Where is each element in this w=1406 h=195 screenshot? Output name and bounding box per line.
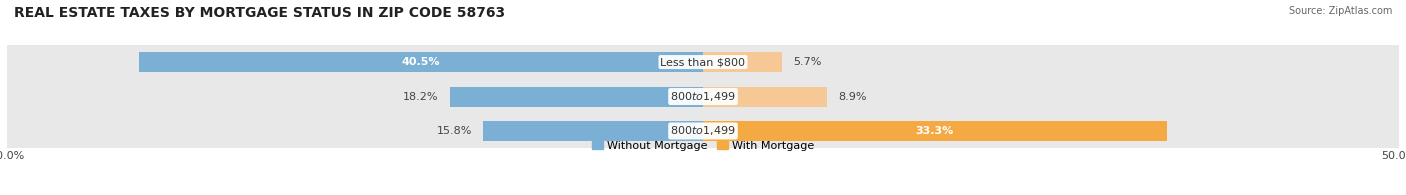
Bar — [450, 87, 703, 106]
Bar — [7, 114, 1399, 148]
Bar — [703, 52, 782, 72]
Text: $800 to $1,499: $800 to $1,499 — [671, 90, 735, 103]
Text: Source: ZipAtlas.com: Source: ZipAtlas.com — [1288, 6, 1392, 16]
Text: 8.9%: 8.9% — [838, 91, 866, 102]
Bar — [7, 79, 1399, 114]
Text: 18.2%: 18.2% — [404, 91, 439, 102]
Bar — [139, 52, 703, 72]
Bar — [703, 87, 827, 106]
Text: $800 to $1,499: $800 to $1,499 — [671, 124, 735, 137]
Bar — [484, 121, 703, 141]
Text: REAL ESTATE TAXES BY MORTGAGE STATUS IN ZIP CODE 58763: REAL ESTATE TAXES BY MORTGAGE STATUS IN … — [14, 6, 505, 20]
Bar — [703, 121, 1167, 141]
Text: Less than $800: Less than $800 — [661, 57, 745, 67]
Bar — [7, 45, 1399, 79]
Text: 5.7%: 5.7% — [793, 57, 823, 67]
Legend: Without Mortgage, With Mortgage: Without Mortgage, With Mortgage — [592, 141, 814, 151]
Text: 33.3%: 33.3% — [915, 126, 953, 136]
Text: 15.8%: 15.8% — [436, 126, 472, 136]
Text: 40.5%: 40.5% — [402, 57, 440, 67]
